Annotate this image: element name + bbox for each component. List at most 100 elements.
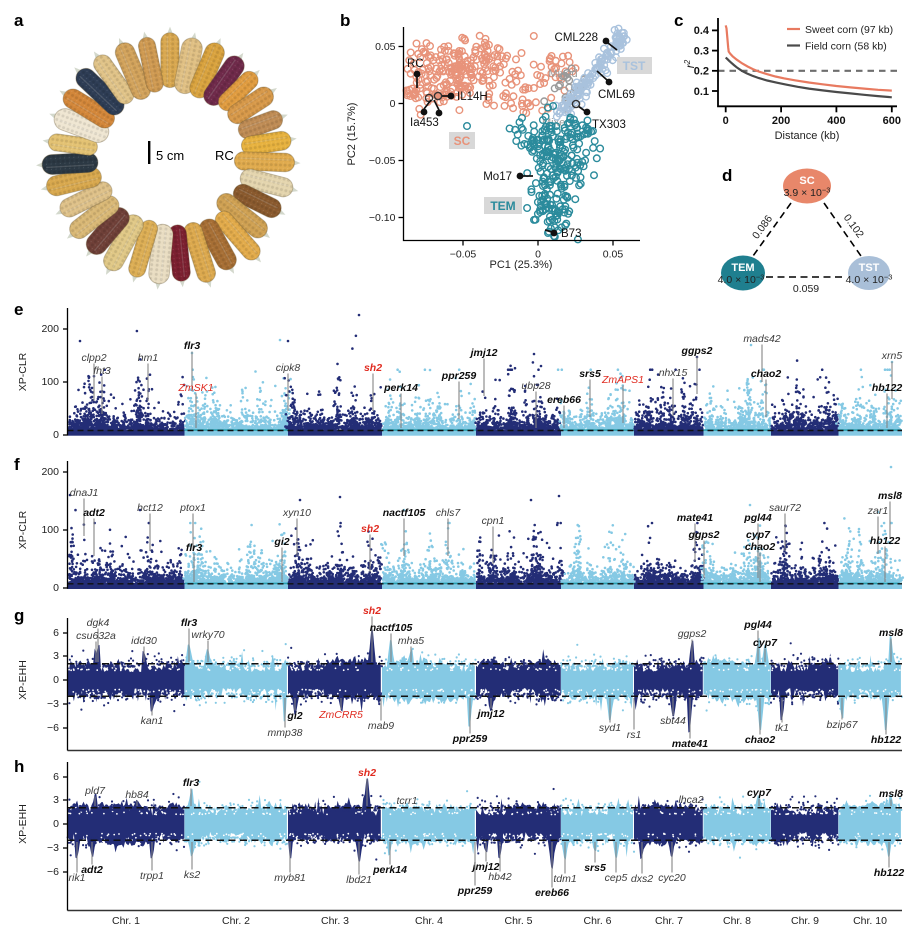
svg-text:d: d xyxy=(722,166,732,185)
svg-text:h: h xyxy=(14,757,24,776)
svg-text:0: 0 xyxy=(535,249,541,261)
svg-text:hb122: hb122 xyxy=(870,535,901,547)
svg-text:bzip67: bzip67 xyxy=(827,719,859,731)
svg-text:srs5: srs5 xyxy=(584,862,606,874)
svg-text:0.05: 0.05 xyxy=(603,249,624,261)
svg-text:chao2: chao2 xyxy=(745,541,776,553)
svg-text:idd30: idd30 xyxy=(131,635,157,647)
svg-text:4.0 × 10−3: 4.0 × 10−3 xyxy=(846,273,893,287)
svg-text:Chr. 3: Chr. 3 xyxy=(321,915,349,927)
svg-text:zar1: zar1 xyxy=(867,505,888,517)
svg-text:flr3: flr3 xyxy=(184,340,201,352)
svg-text:cpn1: cpn1 xyxy=(482,515,505,527)
svg-text:200: 200 xyxy=(772,115,790,127)
svg-text:nactf105: nactf105 xyxy=(383,507,426,519)
svg-text:dnaJ1: dnaJ1 xyxy=(70,487,99,499)
svg-text:r2: r2 xyxy=(683,59,697,68)
svg-text:ubp28: ubp28 xyxy=(521,380,550,392)
svg-text:6: 6 xyxy=(53,627,59,639)
svg-text:lhca2: lhca2 xyxy=(678,794,703,806)
svg-text:−0.10: −0.10 xyxy=(369,212,396,224)
svg-text:RC: RC xyxy=(215,148,234,163)
svg-text:Chr. 10: Chr. 10 xyxy=(853,915,887,927)
svg-text:gi2: gi2 xyxy=(273,536,289,548)
svg-text:3: 3 xyxy=(53,794,59,806)
svg-text:chao2: chao2 xyxy=(745,734,776,746)
svg-text:chao2: chao2 xyxy=(751,368,782,380)
svg-text:ggps2: ggps2 xyxy=(678,628,707,640)
svg-text:−6: −6 xyxy=(47,722,59,734)
svg-text:kan1: kan1 xyxy=(141,715,164,727)
svg-text:tdm1: tdm1 xyxy=(553,873,576,885)
svg-text:cyp7: cyp7 xyxy=(747,787,772,799)
svg-text:5 cm: 5 cm xyxy=(156,148,184,163)
svg-text:sh2: sh2 xyxy=(364,362,382,374)
svg-text:3.9 × 10−3: 3.9 × 10−3 xyxy=(784,186,831,200)
svg-text:0: 0 xyxy=(53,429,59,441)
svg-text:0: 0 xyxy=(53,674,59,686)
svg-text:tk1: tk1 xyxy=(775,722,789,734)
svg-text:tcrr1: tcrr1 xyxy=(397,795,418,807)
svg-text:IL14H: IL14H xyxy=(457,91,488,103)
svg-text:xyn10: xyn10 xyxy=(282,507,311,519)
svg-text:b: b xyxy=(340,11,350,30)
svg-text:msl8: msl8 xyxy=(879,788,903,800)
svg-text:0.3: 0.3 xyxy=(694,45,709,57)
svg-text:CML69: CML69 xyxy=(598,89,635,101)
svg-text:0.1: 0.1 xyxy=(694,86,709,98)
svg-text:XP-EHH: XP-EHH xyxy=(17,660,29,700)
svg-text:e: e xyxy=(14,300,23,319)
svg-text:nhx15: nhx15 xyxy=(659,367,688,379)
svg-text:hb122: hb122 xyxy=(871,734,902,746)
svg-text:jmj12: jmj12 xyxy=(476,708,505,720)
svg-text:Chr. 2: Chr. 2 xyxy=(222,915,250,927)
svg-text:rs1: rs1 xyxy=(627,729,642,741)
svg-text:f: f xyxy=(14,455,20,474)
svg-text:TST: TST xyxy=(623,59,646,73)
svg-text:pgl44: pgl44 xyxy=(743,512,772,524)
svg-text:flr3: flr3 xyxy=(183,777,200,789)
svg-text:c: c xyxy=(674,11,683,30)
svg-text:ks2: ks2 xyxy=(184,869,201,881)
svg-text:hb122: hb122 xyxy=(872,382,903,394)
svg-text:100: 100 xyxy=(41,376,59,388)
svg-text:ptox1: ptox1 xyxy=(179,502,206,514)
svg-text:hm1: hm1 xyxy=(138,352,158,364)
svg-text:ppr259: ppr259 xyxy=(452,733,488,745)
svg-text:perk14: perk14 xyxy=(383,382,418,394)
svg-text:cyc20: cyc20 xyxy=(658,872,686,884)
svg-text:Distance (kb): Distance (kb) xyxy=(775,130,840,142)
svg-text:PC2 (15.7%): PC2 (15.7%) xyxy=(346,103,358,166)
svg-text:SC: SC xyxy=(799,175,814,187)
svg-text:TEM: TEM xyxy=(490,199,515,213)
svg-text:−3: −3 xyxy=(47,842,59,854)
svg-text:srs5: srs5 xyxy=(579,368,601,380)
svg-text:mate41: mate41 xyxy=(672,738,708,750)
svg-text:Chr. 8: Chr. 8 xyxy=(723,915,751,927)
svg-text:mmp38: mmp38 xyxy=(267,727,302,739)
svg-text:−0.05: −0.05 xyxy=(450,249,477,261)
svg-text:400: 400 xyxy=(827,115,845,127)
svg-text:jmj12: jmj12 xyxy=(471,861,500,873)
svg-text:mab9: mab9 xyxy=(368,720,394,732)
svg-text:TST: TST xyxy=(859,262,880,274)
svg-text:ppr259: ppr259 xyxy=(441,370,477,382)
svg-text:Chr. 5: Chr. 5 xyxy=(504,915,532,927)
svg-text:200: 200 xyxy=(41,323,59,335)
svg-text:msl8: msl8 xyxy=(878,490,902,502)
svg-text:ereb66: ereb66 xyxy=(535,887,569,899)
svg-text:g: g xyxy=(14,606,24,625)
svg-text:0: 0 xyxy=(53,818,59,830)
svg-text:pgl44: pgl44 xyxy=(743,619,772,631)
svg-text:TEM: TEM xyxy=(731,262,754,274)
svg-text:0: 0 xyxy=(53,582,59,594)
svg-text:0: 0 xyxy=(390,98,396,110)
svg-text:syd1: syd1 xyxy=(599,722,621,734)
svg-text:ZmAPS1: ZmAPS1 xyxy=(601,374,644,386)
svg-text:dgk4: dgk4 xyxy=(87,617,110,629)
svg-text:0: 0 xyxy=(723,115,729,127)
svg-text:B73: B73 xyxy=(561,228,581,240)
svg-text:rik1: rik1 xyxy=(69,872,86,884)
svg-text:hb122: hb122 xyxy=(874,867,905,879)
svg-text:pld7: pld7 xyxy=(84,785,106,797)
